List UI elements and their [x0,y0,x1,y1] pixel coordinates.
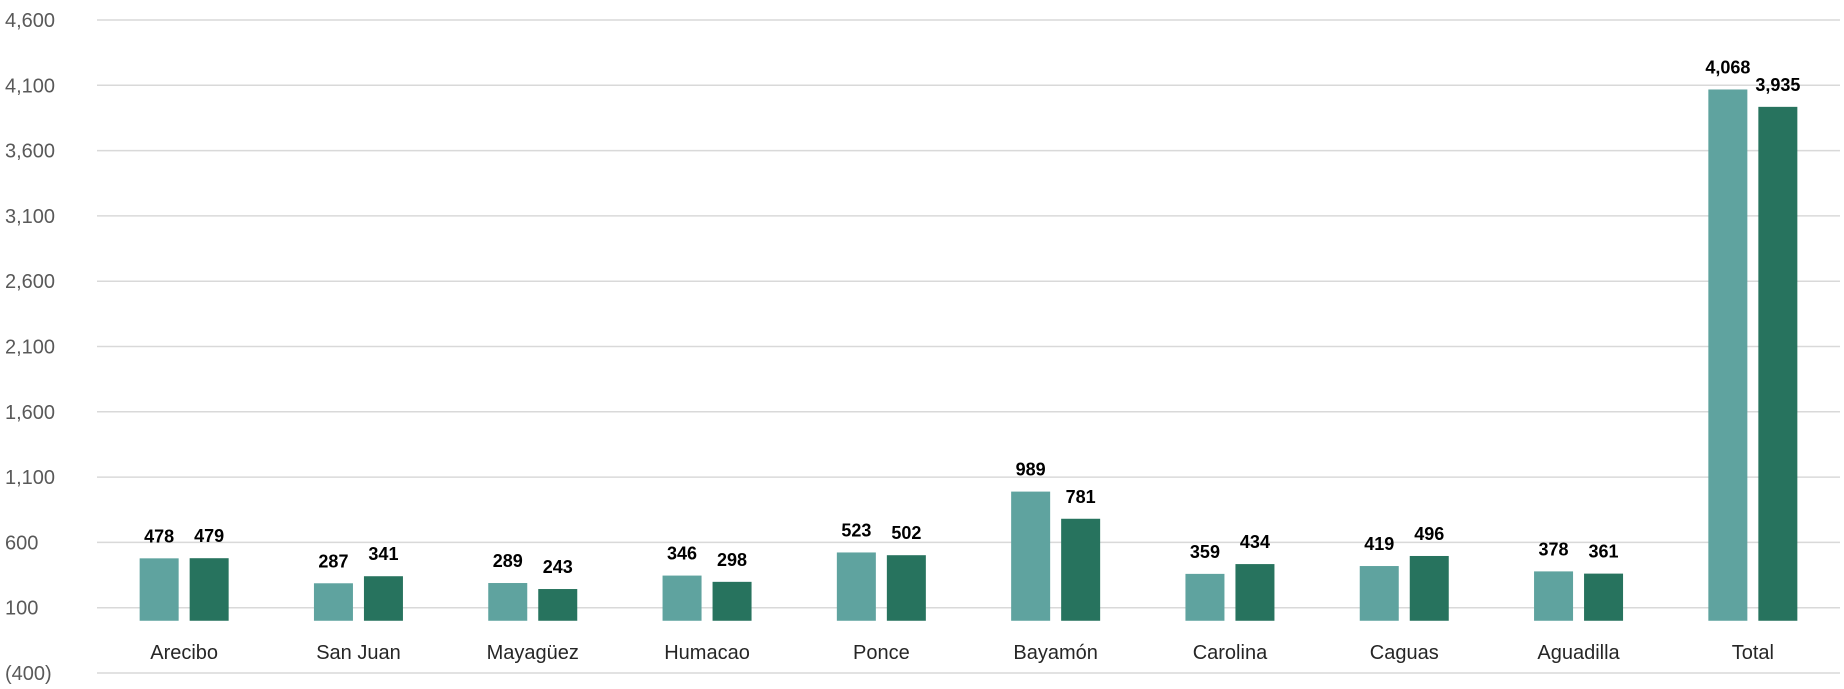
y-tick-label: 2,100 [5,337,55,359]
data-label: 298 [717,550,747,570]
category-label: Bayamón [1013,642,1098,664]
data-label: 341 [368,544,398,564]
data-label: 378 [1539,539,1569,559]
bar-series-1 [836,552,876,621]
bar-series-1 [662,575,702,621]
category-label: Caguas [1370,642,1439,664]
x-axis-category-labels: Arecibo San Juan Mayagüez Humacao Ponce Bayam… [150,642,1774,664]
category-label: Humacao [664,642,750,664]
bar-series-1 [1359,566,1399,621]
bar-series-1 [1534,571,1574,621]
bar-series-1 [1185,573,1225,621]
data-label: 496 [1414,524,1444,544]
y-tick-label: (400) [5,663,52,684]
data-label: 289 [493,551,523,571]
bar-series-1 [313,583,353,621]
bar-series-2 [538,589,578,621]
data-label: 287 [318,551,348,571]
gridlines [97,19,1840,674]
data-label: 361 [1589,542,1619,562]
y-tick-label: 4,100 [5,75,55,97]
bar-series-2 [1061,518,1101,621]
y-tick-label: 4,600 [5,10,55,32]
bar-series-2 [189,558,229,621]
y-tick-label: 100 [5,598,38,620]
category-label: Total [1732,642,1774,664]
bar-series-1 [139,558,179,621]
bar-series-2 [1409,555,1449,621]
data-labels: 478 479 287 341 289 243 346 298 523 502 989 781 359 4… [144,57,1800,577]
data-label: 478 [144,526,174,546]
category-label: Mayagüez [487,642,579,664]
category-label: Arecibo [150,642,218,664]
bar-series-2 [712,581,752,621]
data-label: 502 [891,523,921,543]
bar-series-2 [1584,573,1624,621]
data-label: 419 [1364,534,1394,554]
data-label: 359 [1190,542,1220,562]
y-tick-label: 1,600 [5,402,55,424]
bar-series-1 [1708,89,1748,621]
data-label: 3,935 [1755,75,1800,95]
data-label: 781 [1066,487,1096,507]
category-label: Ponce [853,642,910,664]
bar-series-2 [363,576,403,621]
y-tick-label: 2,600 [5,271,55,293]
bar-series-1 [1011,491,1051,621]
y-tick-label: 600 [5,532,38,554]
data-label: 989 [1016,460,1046,480]
data-label: 346 [667,544,697,564]
bar-series-2 [1758,106,1798,621]
data-label: 4,068 [1705,57,1750,77]
data-label: 243 [543,557,573,577]
category-label: San Juan [316,642,401,664]
data-label: 523 [841,520,871,540]
bar-series-2 [886,555,926,621]
bars [139,89,1798,621]
y-tick-label: 3,600 [5,141,55,163]
data-label: 479 [194,526,224,546]
y-axis-tick-labels: (400) 100 600 1,100 1,600 2,100 2,600 3,100 3,60… [5,10,55,685]
y-tick-label: 3,100 [5,206,55,228]
y-tick-label: 1,100 [5,467,55,489]
data-label: 434 [1240,532,1270,552]
bar-series-1 [488,583,528,621]
bar-series-2 [1235,564,1275,621]
category-label: Carolina [1193,642,1268,664]
category-label: Aguadilla [1537,642,1620,664]
